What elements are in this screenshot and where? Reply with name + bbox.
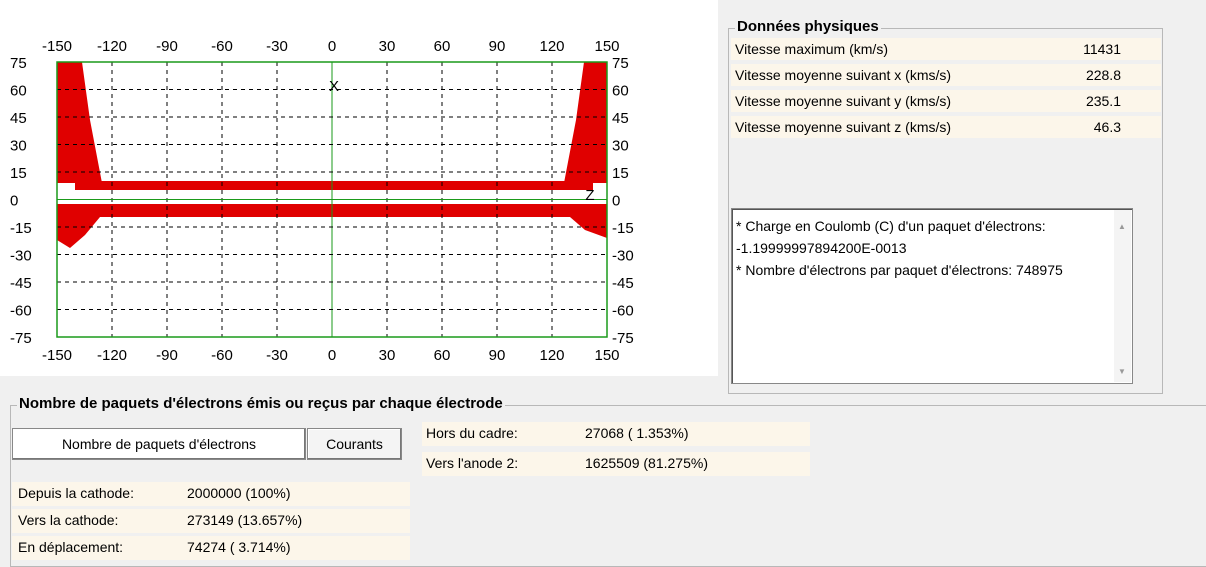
physics-group: Données physiques [728, 18, 1163, 394]
y-tick-label: 30 [612, 137, 629, 154]
x-tick-label: 90 [489, 38, 506, 55]
y-tick-label: 0 [612, 192, 620, 209]
value: 1625509 (81.275%) [585, 455, 708, 471]
x-tick-label: -30 [266, 347, 288, 364]
y-tick-label: -75 [10, 330, 32, 347]
x-tick-label: 0 [328, 347, 336, 364]
x-tick-label: -60 [211, 38, 233, 55]
x-tick-label: 30 [379, 347, 396, 364]
info-row: Vitesse moyenne suivant z (kms/s) 46.3 [731, 116, 1161, 138]
label: Vitesse moyenne suivant y (kms/s) [735, 93, 952, 109]
y-tick-label: 75 [612, 55, 629, 72]
notes: * Charge en Coulomb (C) d'un paquet d'él… [736, 215, 1086, 281]
x-tick-label: 90 [489, 347, 506, 364]
x-tick-label: 120 [539, 38, 564, 55]
y-tick-label: 45 [10, 110, 27, 127]
value: 273149 (13.657%) [187, 512, 303, 528]
x-tick-label: -30 [266, 38, 288, 55]
x-tick-label: 60 [434, 38, 451, 55]
y-tick-label: -60 [612, 302, 634, 319]
x-tick-label: -120 [97, 38, 127, 55]
info-row: Vers la cathode: 273149 (13.657%) [12, 509, 410, 533]
y-tick-label: 30 [10, 137, 27, 154]
note: * Nombre d'électrons par paquet d'électr… [736, 262, 1063, 278]
x-tick-label: -60 [211, 347, 233, 364]
note: * Charge en Coulomb (C) d'un paquet d'él… [736, 218, 1046, 256]
y-tick-label: -75 [612, 330, 634, 347]
x-tick-label: 150 [594, 347, 619, 364]
y-tick-label: 15 [10, 165, 27, 182]
x-tick-label: -150 [42, 347, 72, 364]
value: 46.3 [1093, 119, 1121, 135]
label: Vitesse moyenne suivant z (kms/s) [735, 119, 952, 135]
label: Vitesse moyenne suivant x (kms/s) [735, 67, 952, 83]
label: Hors du cadre: [426, 425, 518, 441]
label: Depuis la cathode: [18, 485, 134, 501]
trajectory [564, 62, 607, 183]
y-tick-label: -30 [10, 247, 32, 264]
info-row: Hors du cadre: 27068 ( 1.353%) [422, 422, 810, 446]
y-tick-label: 60 [10, 82, 27, 99]
marker: Z [585, 187, 594, 204]
tab[interactable]: Courants [307, 428, 402, 460]
trajectory [57, 62, 102, 183]
x-tick-label: 0 [328, 38, 336, 55]
label: Vers l'anode 2: [426, 455, 519, 471]
y-tick-label: 60 [612, 82, 629, 99]
tab[interactable]: Nombre de paquets d'électrons [12, 428, 306, 460]
value: 228.8 [1085, 67, 1121, 83]
label: Vitesse maximum (km/s) [735, 41, 888, 57]
value: 235.1 [1085, 93, 1121, 109]
y-tick-label: -15 [10, 220, 32, 237]
y-tick-label: -60 [10, 302, 32, 319]
y-tick-label: 75 [10, 55, 27, 72]
label: En déplacement: [18, 539, 124, 555]
notes-box[interactable]: * Charge en Coulomb (C) d'un paquet d'él… [731, 208, 1133, 384]
value: 11431 [1083, 41, 1121, 57]
value: 74274 ( 3.714%) [187, 539, 291, 555]
trajectory [57, 217, 100, 248]
scrollbar[interactable]: ▲ ▼ [1114, 210, 1131, 382]
y-tick-label: -45 [10, 275, 32, 292]
x-tick-label: 120 [539, 347, 564, 364]
info-row: Vitesse moyenne suivant y (kms/s) 235.1 [731, 90, 1161, 112]
y-tick-label: -15 [612, 220, 634, 237]
x-tick-label: 30 [379, 38, 396, 55]
x-tick-label: -150 [42, 38, 72, 55]
marker: X [329, 78, 339, 95]
x-tick-label: 60 [434, 347, 451, 364]
x-tick-label: -90 [156, 38, 178, 55]
info-row: Vers l'anode 2: 1625509 (81.275%) [422, 452, 810, 476]
y-tick-label: 0 [10, 192, 18, 209]
y-tick-label: -30 [612, 247, 634, 264]
y-tick-label: 45 [612, 110, 629, 127]
info-row: Vitesse moyenne suivant x (kms/s) 228.8 [731, 64, 1161, 86]
packets-group: Nombre de paquets d'électrons émis ou re… [10, 395, 1206, 567]
y-tick-label: -45 [612, 275, 634, 292]
info-row: Depuis la cathode: 2000000 (100%) [12, 482, 410, 506]
y-tick-label: 15 [612, 165, 629, 182]
trajectory [75, 181, 593, 190]
x-tick-label: 150 [594, 38, 619, 55]
group-title: Nombre de paquets d'électrons émis ou re… [17, 395, 505, 413]
label: Vers la cathode: [18, 512, 119, 528]
group-title: Données physiques [735, 18, 881, 36]
info-row: En déplacement: 74274 ( 3.714%) [12, 536, 410, 560]
value: 27068 ( 1.353%) [585, 425, 689, 441]
plot-frame [56, 61, 608, 338]
plot: X Z -150-150-120-120-90-90-60-60-30-3000… [0, 0, 718, 376]
value: 2000000 (100%) [187, 485, 291, 501]
x-tick-label: -120 [97, 347, 127, 364]
info-row: Vitesse maximum (km/s) 11431 [731, 38, 1161, 60]
x-tick-label: -90 [156, 347, 178, 364]
